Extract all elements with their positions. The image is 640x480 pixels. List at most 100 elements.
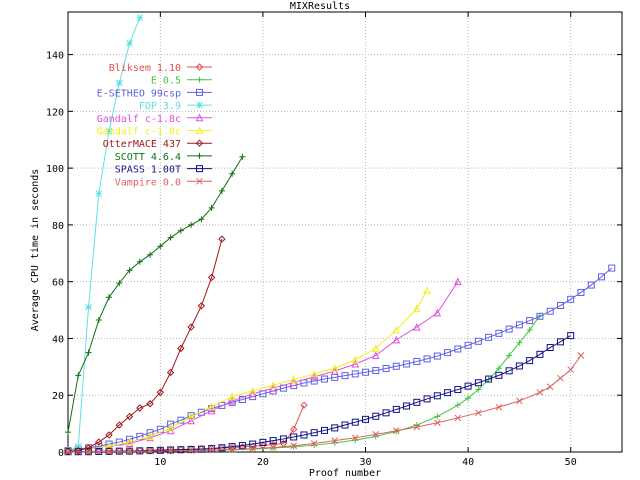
data-point	[207, 273, 216, 282]
data-point	[238, 441, 246, 449]
series-9	[64, 352, 585, 456]
series-8	[64, 332, 575, 456]
data-point	[300, 431, 308, 439]
legend-label: OtterMACE 437	[103, 139, 181, 150]
data-point	[85, 349, 92, 356]
data-point	[167, 446, 175, 454]
data-point	[320, 426, 328, 434]
chart-title: MIXResults	[290, 1, 350, 12]
data-point	[157, 243, 164, 250]
series-line	[68, 315, 541, 453]
data-point	[413, 357, 421, 365]
data-point	[515, 362, 523, 370]
data-point	[198, 216, 205, 223]
data-point	[382, 365, 390, 373]
data-point	[351, 355, 360, 364]
data-point	[403, 402, 411, 410]
data-point	[413, 423, 421, 431]
data-point	[444, 389, 452, 397]
data-point	[65, 429, 71, 436]
data-point	[196, 152, 203, 159]
data-point	[146, 432, 154, 440]
data-point	[167, 447, 174, 455]
legend: Bliksem 1.10 E 0.5E-SETHEO 99csp FDP 3.9 Ga…	[97, 63, 212, 188]
data-point	[290, 442, 298, 450]
data-point	[474, 337, 482, 345]
series-7	[65, 153, 246, 436]
data-point	[382, 409, 390, 417]
data-point	[362, 368, 370, 376]
data-point	[207, 406, 216, 415]
y-tick-label: 40	[52, 334, 64, 345]
data-point	[351, 418, 359, 426]
data-point	[330, 364, 339, 372]
data-point	[208, 446, 215, 454]
data-point	[195, 139, 204, 147]
data-point	[536, 350, 544, 358]
data-point	[392, 362, 400, 370]
data-point	[166, 423, 175, 432]
data-point	[567, 295, 575, 303]
data-point	[85, 448, 92, 456]
data-point	[310, 440, 318, 447]
data-point	[465, 395, 472, 402]
data-point	[187, 416, 195, 425]
series-line	[67, 289, 428, 452]
data-point	[116, 280, 123, 287]
series-line	[68, 335, 571, 453]
legend-label: E 0.5	[151, 76, 181, 87]
data-point	[300, 401, 308, 409]
data-point	[146, 400, 154, 408]
data-point	[115, 79, 123, 87]
data-point	[515, 321, 523, 329]
series-line	[67, 281, 459, 452]
data-point	[208, 445, 216, 453]
series-line	[67, 267, 613, 452]
data-point	[64, 448, 72, 456]
data-point	[290, 433, 298, 441]
data-point	[495, 365, 502, 372]
data-point	[331, 437, 339, 444]
data-point	[136, 258, 143, 265]
data-point	[474, 379, 482, 387]
data-point	[454, 402, 461, 409]
data-point	[238, 395, 246, 403]
data-point	[126, 39, 133, 47]
data-point	[516, 339, 523, 346]
data-point	[279, 435, 287, 443]
data-point	[556, 302, 564, 310]
data-point	[156, 388, 165, 397]
data-point	[269, 381, 277, 389]
data-point	[177, 446, 185, 454]
data-point	[177, 344, 185, 353]
data-point	[444, 349, 452, 357]
data-point	[597, 273, 605, 281]
data-point	[74, 446, 82, 455]
data-point	[74, 442, 82, 450]
data-point	[341, 421, 349, 429]
data-point	[423, 355, 431, 363]
data-point	[423, 286, 431, 294]
data-point	[248, 386, 257, 395]
data-point	[310, 369, 319, 378]
x-tick-label: 20	[257, 457, 269, 468]
data-point	[475, 386, 482, 393]
y-tick-label: 120	[46, 107, 64, 118]
data-point	[434, 413, 441, 420]
data-point	[196, 76, 203, 83]
legend-label: SCOTT 4.6.4	[115, 152, 181, 163]
data-point	[290, 443, 297, 450]
data-point	[156, 446, 164, 454]
data-point	[249, 440, 257, 448]
data-point	[167, 234, 174, 241]
data-point	[196, 177, 203, 185]
data-point	[505, 367, 513, 375]
data-point	[485, 375, 493, 383]
data-point	[146, 433, 154, 442]
data-point	[126, 448, 133, 455]
data-point	[577, 288, 585, 296]
data-point	[433, 392, 441, 400]
data-point	[177, 227, 184, 234]
data-point	[229, 170, 236, 177]
data-point	[433, 419, 441, 427]
